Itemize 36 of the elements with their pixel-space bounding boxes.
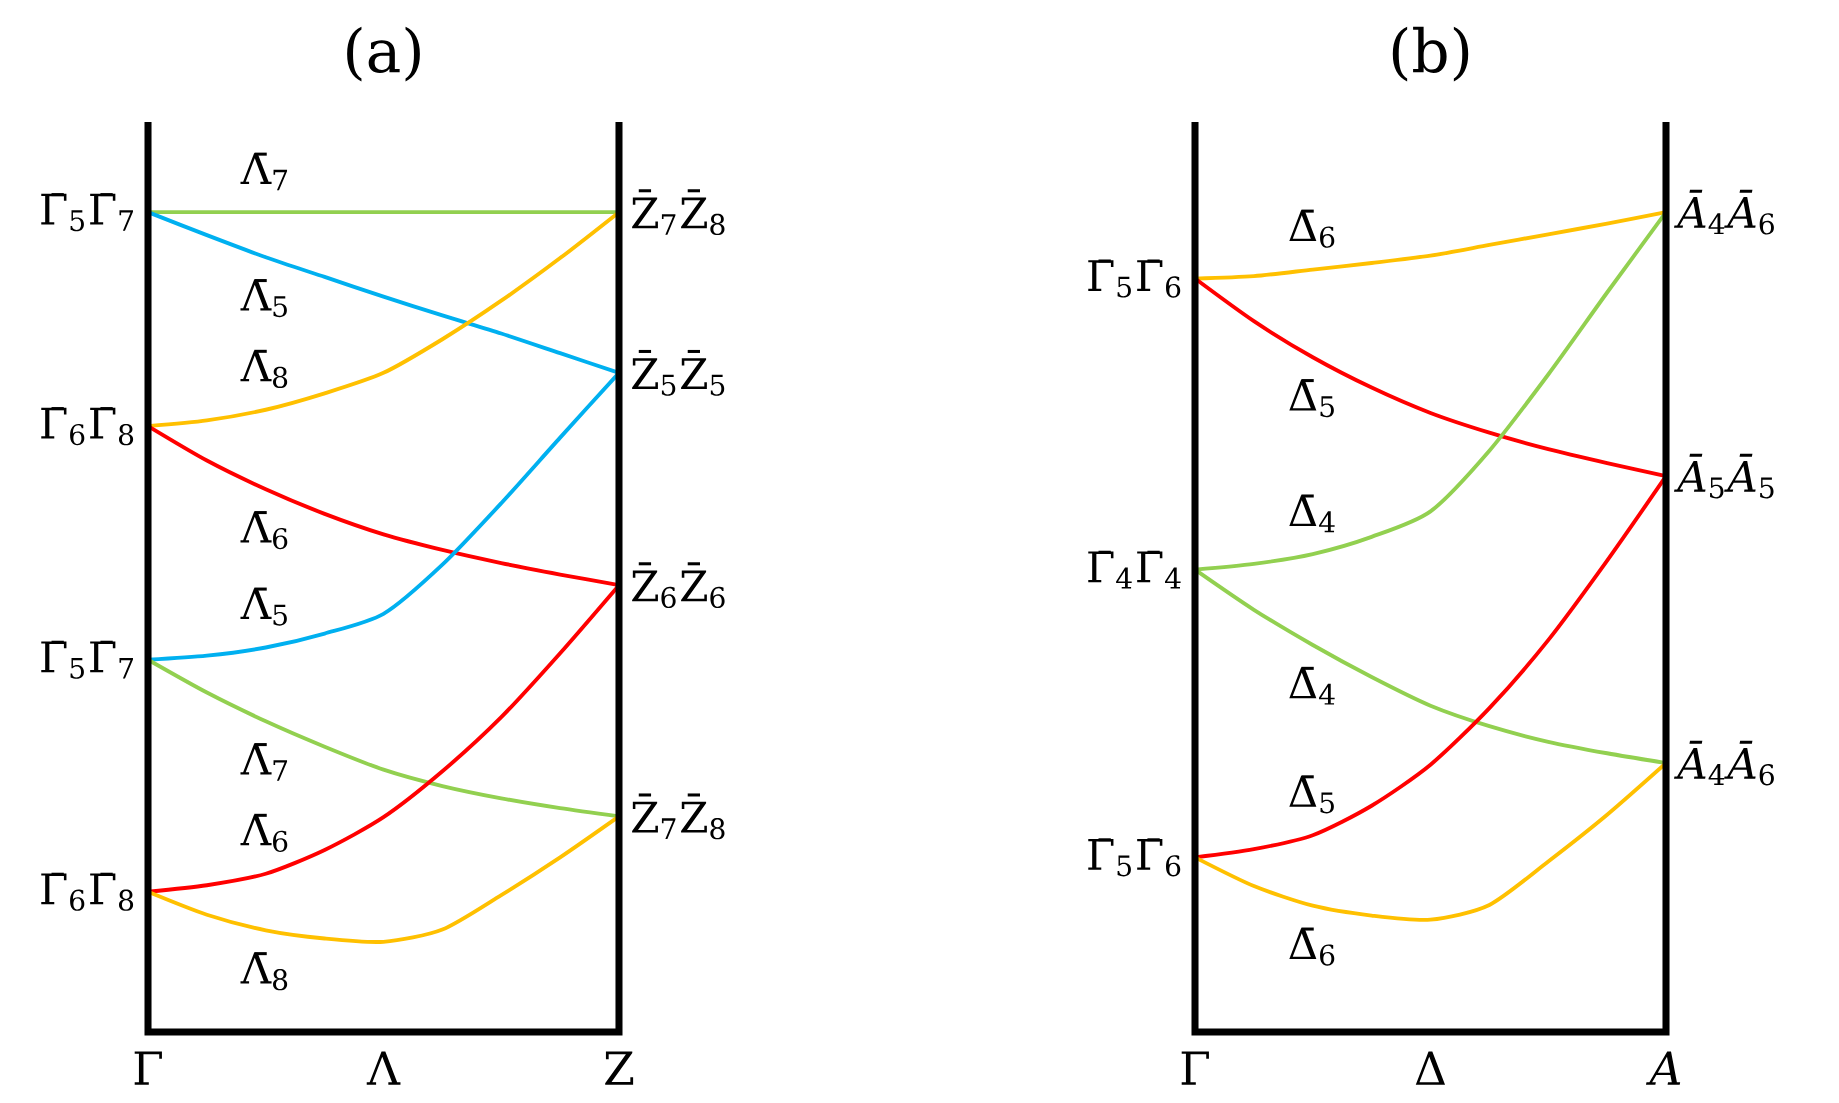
x-tick-label: Δ bbox=[1415, 1051, 1446, 1085]
series-label: Δ̄$_{5}$ bbox=[1289, 379, 1334, 418]
x-tick-label: Γ bbox=[134, 1051, 162, 1085]
x-tick-label: Λ bbox=[366, 1051, 401, 1085]
chart-title: (a) bbox=[347, 26, 420, 82]
annotation: Ā$_{4}$Ā$_{6}$ bbox=[1674, 189, 1774, 235]
annotation: Z̄$_{7}$Z̄$_{8}$ bbox=[632, 189, 725, 236]
annotation: Z̄$_{5}$Z̄$_{5}$ bbox=[632, 349, 725, 396]
series-label: Λ̄$_{6}$ bbox=[240, 511, 288, 550]
annotation: Γ̄$_{5}$Γ̄$_{7}$ bbox=[41, 640, 133, 679]
annotation: Γ̄$_{5}$Γ̄$_{6}$ bbox=[1088, 838, 1181, 877]
series-label: Δ̄$_{4}$ bbox=[1289, 666, 1335, 705]
annotation: Ā$_{4}$Ā$_{6}$ bbox=[1674, 740, 1774, 786]
annotation: Ā$_{5}$Ā$_{5}$ bbox=[1674, 453, 1774, 499]
series-label: Λ̄$_{7}$ bbox=[240, 743, 288, 781]
annotation: Γ̄$_{5}$Γ̄$_{7}$ bbox=[41, 193, 133, 232]
annotation: Γ̄$_{4}$Γ̄$_{4}$ bbox=[1088, 550, 1181, 589]
annotation: Z̄$_{6}$Z̄$_{6}$ bbox=[632, 562, 725, 609]
series-label: Δ̄$_{6}$ bbox=[1289, 209, 1335, 248]
x-tick-label: A bbox=[1645, 1051, 1681, 1085]
series-label: Λ̄$_{5}$ bbox=[240, 279, 287, 318]
annotation: Γ̄$_{5}$Γ̄$_{6}$ bbox=[1088, 259, 1181, 298]
annotation: Z̄$_{7}$Z̄$_{8}$ bbox=[632, 793, 725, 840]
series-label: Δ̄$_{6}$ bbox=[1289, 927, 1335, 966]
x-tick-label: Z bbox=[605, 1051, 634, 1085]
series-label: Δ̄$_{4}$ bbox=[1289, 494, 1335, 533]
chart-title: (b) bbox=[1392, 26, 1469, 82]
series-label: Δ̄$_{5}$ bbox=[1289, 775, 1334, 814]
x-tick-label: Γ bbox=[1181, 1051, 1209, 1085]
annotation: Γ̄$_{6}$Γ̄$_{8}$ bbox=[41, 872, 134, 911]
series-label: Λ̄$_{8}$ bbox=[240, 952, 288, 991]
series-label: Λ̄$_{5}$ bbox=[240, 587, 287, 626]
annotation: Γ̄$_{6}$Γ̄$_{8}$ bbox=[41, 407, 134, 446]
series-label: Λ̄$_{7}$ bbox=[240, 152, 288, 191]
series-label: Λ̄$_{8}$ bbox=[240, 349, 288, 388]
series-label: Λ̄$_{6}$ bbox=[240, 813, 288, 852]
